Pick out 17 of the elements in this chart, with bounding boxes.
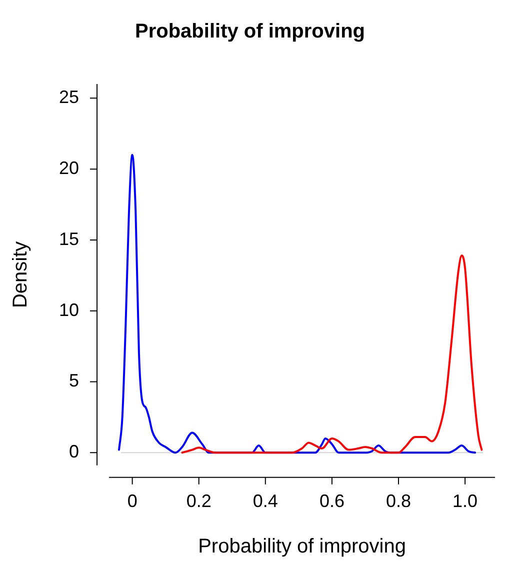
chart-title: Probability of improving bbox=[134, 20, 366, 43]
y-tick-label: 15 bbox=[58, 228, 80, 249]
y-tick-label: 0 bbox=[69, 442, 80, 462]
y-tick-label: 5 bbox=[69, 370, 80, 391]
x-tick-label: 0.2 bbox=[186, 491, 212, 512]
y-tick-label: 10 bbox=[58, 300, 80, 320]
x-tick-label: 0.8 bbox=[386, 491, 412, 512]
x-tick-label: 0.4 bbox=[252, 491, 278, 512]
y-tick-label: 25 bbox=[58, 87, 80, 108]
y-axis-title: Density bbox=[10, 241, 32, 308]
line-series bbox=[181, 254, 483, 454]
x-tick-label: 0 bbox=[127, 491, 138, 512]
x-tick-label: 1.0 bbox=[452, 491, 478, 512]
x-axis-title: Probability of improving bbox=[198, 536, 406, 558]
line-series bbox=[118, 154, 476, 454]
x-tick-label: 0.6 bbox=[319, 491, 344, 512]
y-tick-label: 20 bbox=[58, 158, 80, 178]
